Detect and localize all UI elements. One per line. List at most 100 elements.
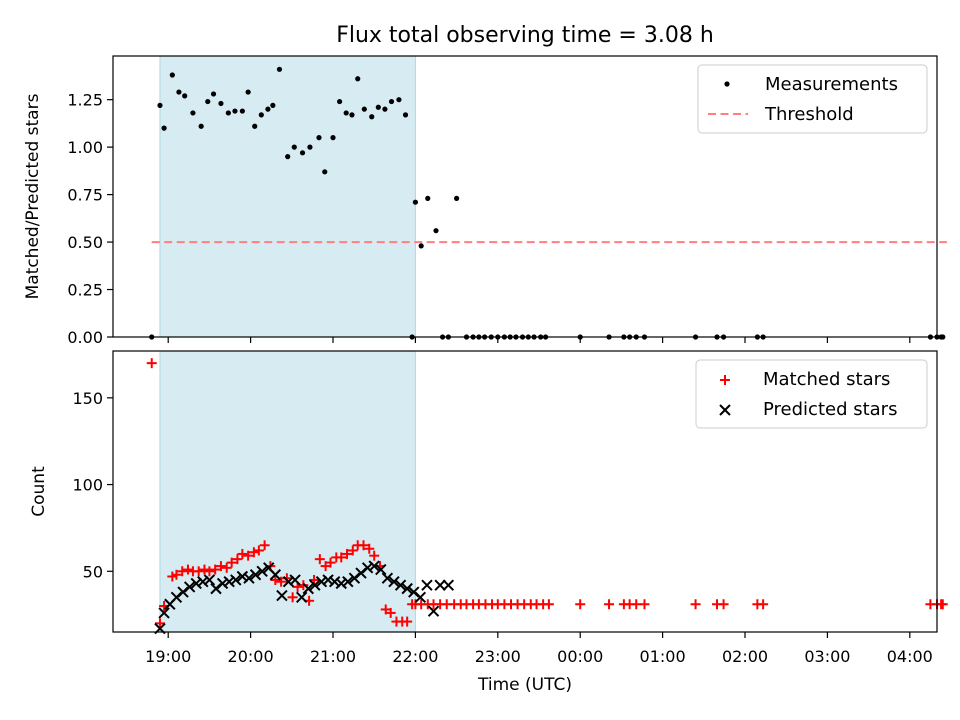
measurement-point <box>182 93 188 99</box>
ratio-panel: 0.00 0.25 0.50 0.75 1.00 1.25 Matched/Predict… <box>23 55 947 347</box>
predicted-star-point <box>442 579 455 591</box>
matched-star-point <box>690 599 701 610</box>
predicted-star-point <box>315 575 328 588</box>
measurement-point <box>343 110 349 116</box>
y-tick-label: 0.00 <box>67 328 103 347</box>
predicted-star-point <box>328 575 341 588</box>
measurement-point <box>418 243 424 249</box>
predicted-star-point <box>190 577 202 590</box>
measurement-point <box>169 72 175 78</box>
ratio-legend: Measurements Threshold <box>697 64 928 134</box>
predicted-star-point <box>183 581 196 593</box>
matched-star-point <box>221 562 232 573</box>
x-tick-label: 23:00 <box>475 647 521 666</box>
predicted-star-point <box>216 577 229 590</box>
matched-star-point <box>402 616 413 627</box>
legend-label-matched: Matched stars <box>763 369 890 390</box>
observing-window-span-bottom <box>159 350 416 633</box>
observing-window-span-top <box>159 55 416 338</box>
matched-stars-points <box>146 358 948 629</box>
predicted-star-point <box>197 575 209 588</box>
measurement-point <box>337 98 343 105</box>
legend-marker-matched <box>720 375 730 385</box>
matched-star-point <box>358 540 369 551</box>
matched-star-point <box>232 554 243 565</box>
measurement-point <box>205 98 211 105</box>
count-y-ticks: 50 100 150 <box>72 389 113 581</box>
matched-star-point <box>336 552 347 563</box>
legend-box <box>695 359 928 429</box>
measurement-point <box>316 135 322 141</box>
measurement-point <box>369 114 375 120</box>
matched-star-point <box>226 557 237 568</box>
matched-star-point <box>298 580 309 591</box>
predicted-star-point <box>282 575 295 588</box>
matched-star-point <box>639 599 650 610</box>
measurement-point <box>425 195 431 201</box>
y-tick-label: 1.00 <box>67 138 103 157</box>
predicted-star-point <box>335 577 347 590</box>
matched-star-point <box>237 548 248 559</box>
x-tick-label: 04:00 <box>887 647 933 666</box>
matched-star-point <box>154 618 165 629</box>
measurement-point <box>330 135 336 141</box>
y-tick-label: 0.50 <box>67 233 103 252</box>
x-tick-label: 01:00 <box>640 647 686 666</box>
measurement-point <box>245 89 251 95</box>
measurement-point <box>276 66 283 72</box>
predicted-star-point <box>309 579 321 591</box>
predicted-star-point <box>421 579 433 591</box>
matched-star-point <box>575 599 586 610</box>
measurement-point <box>349 112 355 118</box>
matched-star-point <box>718 599 729 610</box>
measurement-point <box>198 123 204 129</box>
matched-star-point <box>276 576 287 587</box>
ratio-y-axis-label: Matched/Predicted stars <box>23 93 43 299</box>
matched-star-point <box>171 569 182 580</box>
measurement-point <box>232 108 238 114</box>
matched-star-point <box>347 545 358 556</box>
predicted-star-point <box>381 572 394 584</box>
matched-star-point <box>204 566 215 577</box>
matched-star-point <box>182 564 193 575</box>
predicted-star-point <box>236 570 249 583</box>
measurement-point <box>239 108 245 114</box>
matched-star-point <box>937 599 948 610</box>
matched-star-point <box>287 592 298 603</box>
legend-marker-measurements <box>724 81 730 87</box>
measurement-point <box>291 144 297 150</box>
legend-label-threshold: Threshold <box>764 104 854 125</box>
predicted-star-point <box>158 607 170 619</box>
predicted-star-point <box>388 575 400 588</box>
predicted-star-point <box>295 591 308 604</box>
predicted-star-point <box>322 574 334 586</box>
measurement-point <box>258 112 264 118</box>
predicted-star-point <box>269 569 282 581</box>
predicted-star-point <box>203 574 216 586</box>
count-x-ticks: 19:00 20:00 21:00 22:00 23:00 00:00 01:00 02:00… <box>145 632 933 666</box>
predicted-star-point <box>375 563 387 576</box>
matched-star-point <box>259 540 270 551</box>
measurement-point <box>433 228 439 234</box>
matched-star-point <box>199 564 210 575</box>
predicted-star-point <box>368 560 380 572</box>
legend-marker-predicted <box>719 404 731 416</box>
matched-star-point <box>369 550 380 561</box>
predicted-star-point <box>302 582 314 595</box>
legend-box <box>697 64 928 134</box>
predicted-star-point <box>289 574 301 586</box>
count-legend: Matched stars Predicted stars <box>695 359 928 429</box>
measurement-point <box>225 110 231 116</box>
x-tick-label: 21:00 <box>310 647 356 666</box>
measurement-point <box>285 154 291 160</box>
measurement-point <box>375 104 381 110</box>
matched-star-point <box>281 573 292 584</box>
matched-star-point <box>177 566 188 577</box>
predicted-star-point <box>434 579 446 591</box>
matched-star-point <box>604 599 615 610</box>
measurement-point <box>940 334 946 340</box>
predicted-star-point <box>414 591 427 604</box>
measurement-point <box>355 76 361 82</box>
measurement-point <box>412 199 419 205</box>
